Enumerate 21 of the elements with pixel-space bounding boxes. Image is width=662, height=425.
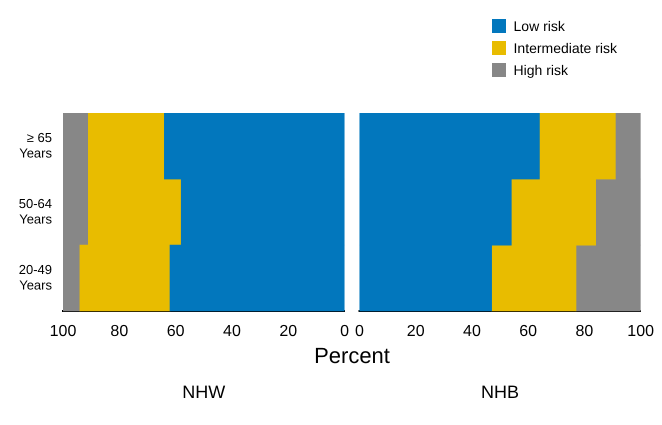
x-tick-label: 40 <box>223 323 241 340</box>
x-tick-label: 20 <box>279 323 298 340</box>
x-tick-label: 60 <box>519 323 538 340</box>
x-tick-label: 0 <box>354 323 364 340</box>
x-tick-label: 20 <box>406 323 425 340</box>
legend-label: Low risk <box>514 18 565 34</box>
x-tick-label: 40 <box>463 323 481 340</box>
x-tick-label: 80 <box>576 323 594 340</box>
x-tick-label: 60 <box>166 323 185 340</box>
x-tick-label: 100 <box>50 323 76 340</box>
y-tick-label: 20-49 Years <box>18 262 52 293</box>
x-tick-label: 100 <box>627 323 654 340</box>
text: Percent <box>313 343 391 369</box>
x-tick-label: 0 <box>340 323 350 340</box>
legend-label: Intermediate risk <box>514 40 617 56</box>
y-tick-label: 50-64 Years <box>18 196 52 226</box>
x-axis-title: NHB <box>481 382 520 402</box>
x-axis-title: NHW <box>182 382 226 402</box>
x-tick-label: 80 <box>110 323 128 340</box>
y-tick-label: ≥ 65 Years <box>19 130 52 160</box>
legend-label: High risk <box>514 62 568 78</box>
